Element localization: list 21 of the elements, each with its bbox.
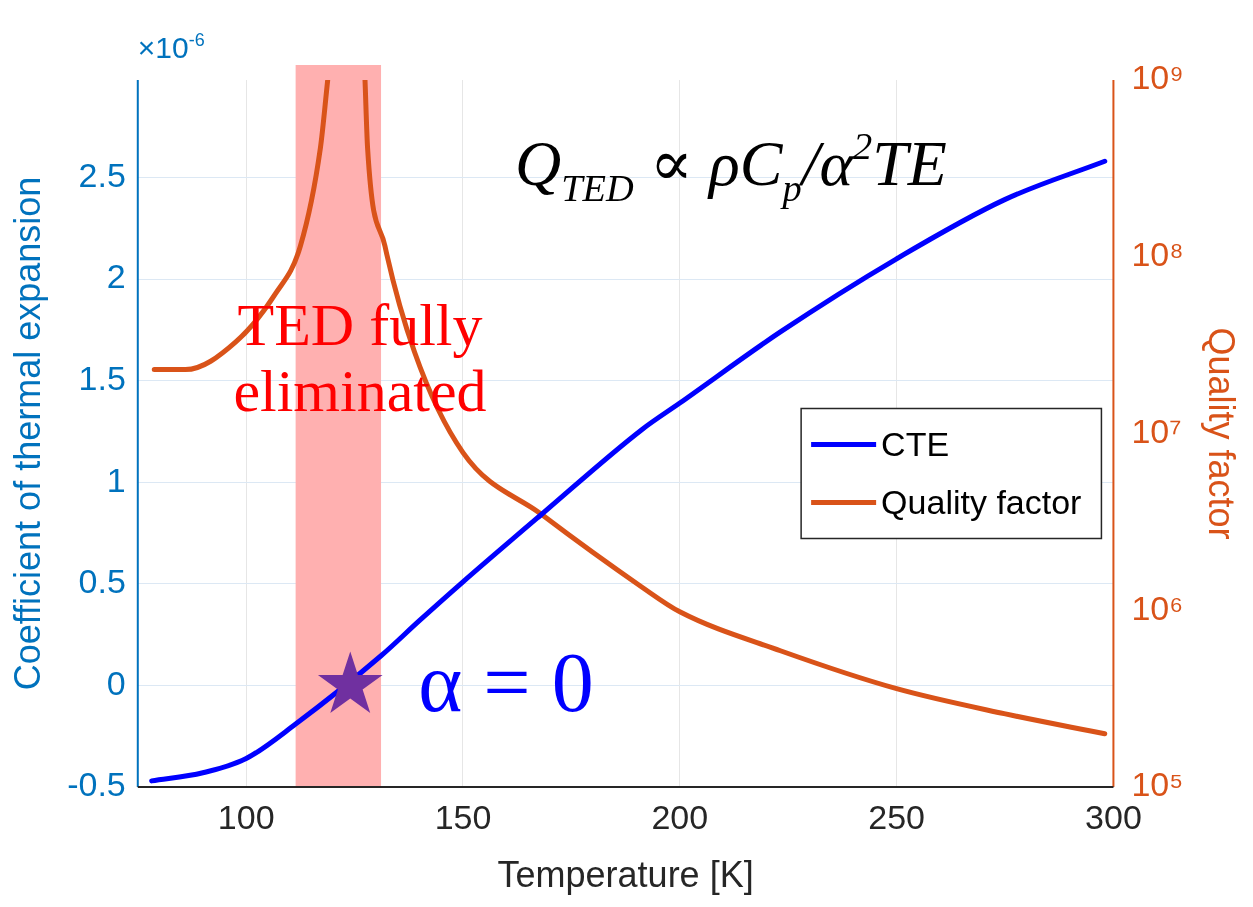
y-tick-label: 0.5 xyxy=(78,562,126,601)
y-axis-title: Coefficient of thermal expansion xyxy=(6,176,48,691)
y2-tick-label: 10⁸ xyxy=(1131,235,1184,274)
x-tick-label: 150 xyxy=(434,797,492,836)
x-tick-label: 200 xyxy=(651,797,709,836)
y2-tick-label: 10⁹ xyxy=(1131,58,1184,97)
y-tick-label: 0 xyxy=(106,663,126,702)
y2-axis-title: Quality factor xyxy=(1201,327,1243,540)
x-tick-label: 250 xyxy=(868,797,925,836)
y-tick-label: 1 xyxy=(106,460,126,499)
x-axis-title: Temperature [K] xyxy=(497,854,754,896)
y-tick-label: -0.5 xyxy=(67,765,126,804)
y2-tick-label: 10⁷ xyxy=(1131,411,1182,450)
legend-label: Quality factor xyxy=(881,482,1082,521)
y-tick-label: 2 xyxy=(106,257,126,296)
y-tick-label: 1.5 xyxy=(78,359,126,398)
y2-tick-label: 10⁶ xyxy=(1131,588,1184,627)
x-tick-label: 100 xyxy=(217,797,275,836)
y-tick-label: 2.5 xyxy=(78,155,126,194)
annotation: α = 0 xyxy=(418,636,594,730)
legend-label: CTE xyxy=(881,424,950,463)
